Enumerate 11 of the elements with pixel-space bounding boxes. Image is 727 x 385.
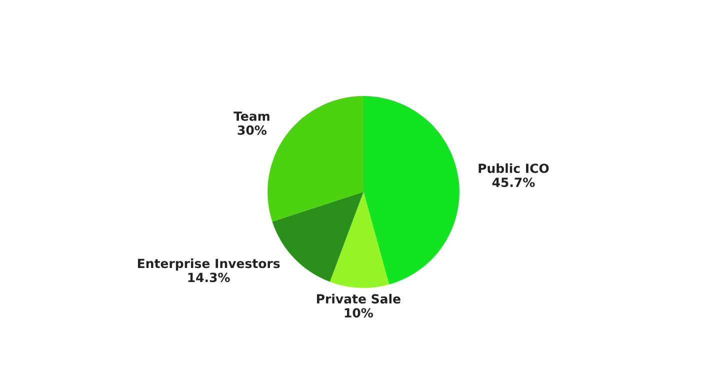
slice-label: Enterprise Investors <box>138 258 280 271</box>
data-label: 14.3% <box>188 272 230 282</box>
pie-slice <box>330 192 390 288</box>
slice-label: Team <box>234 112 270 121</box>
slice-label: Public ICO <box>478 163 549 174</box>
data-label: 45.7% <box>492 178 535 188</box>
pie-slice <box>268 96 364 222</box>
data-label: 10% <box>344 308 373 318</box>
data-label: 30% <box>238 125 267 135</box>
pie-slice <box>364 96 460 284</box>
slice-label: Private Sale <box>316 294 400 304</box>
